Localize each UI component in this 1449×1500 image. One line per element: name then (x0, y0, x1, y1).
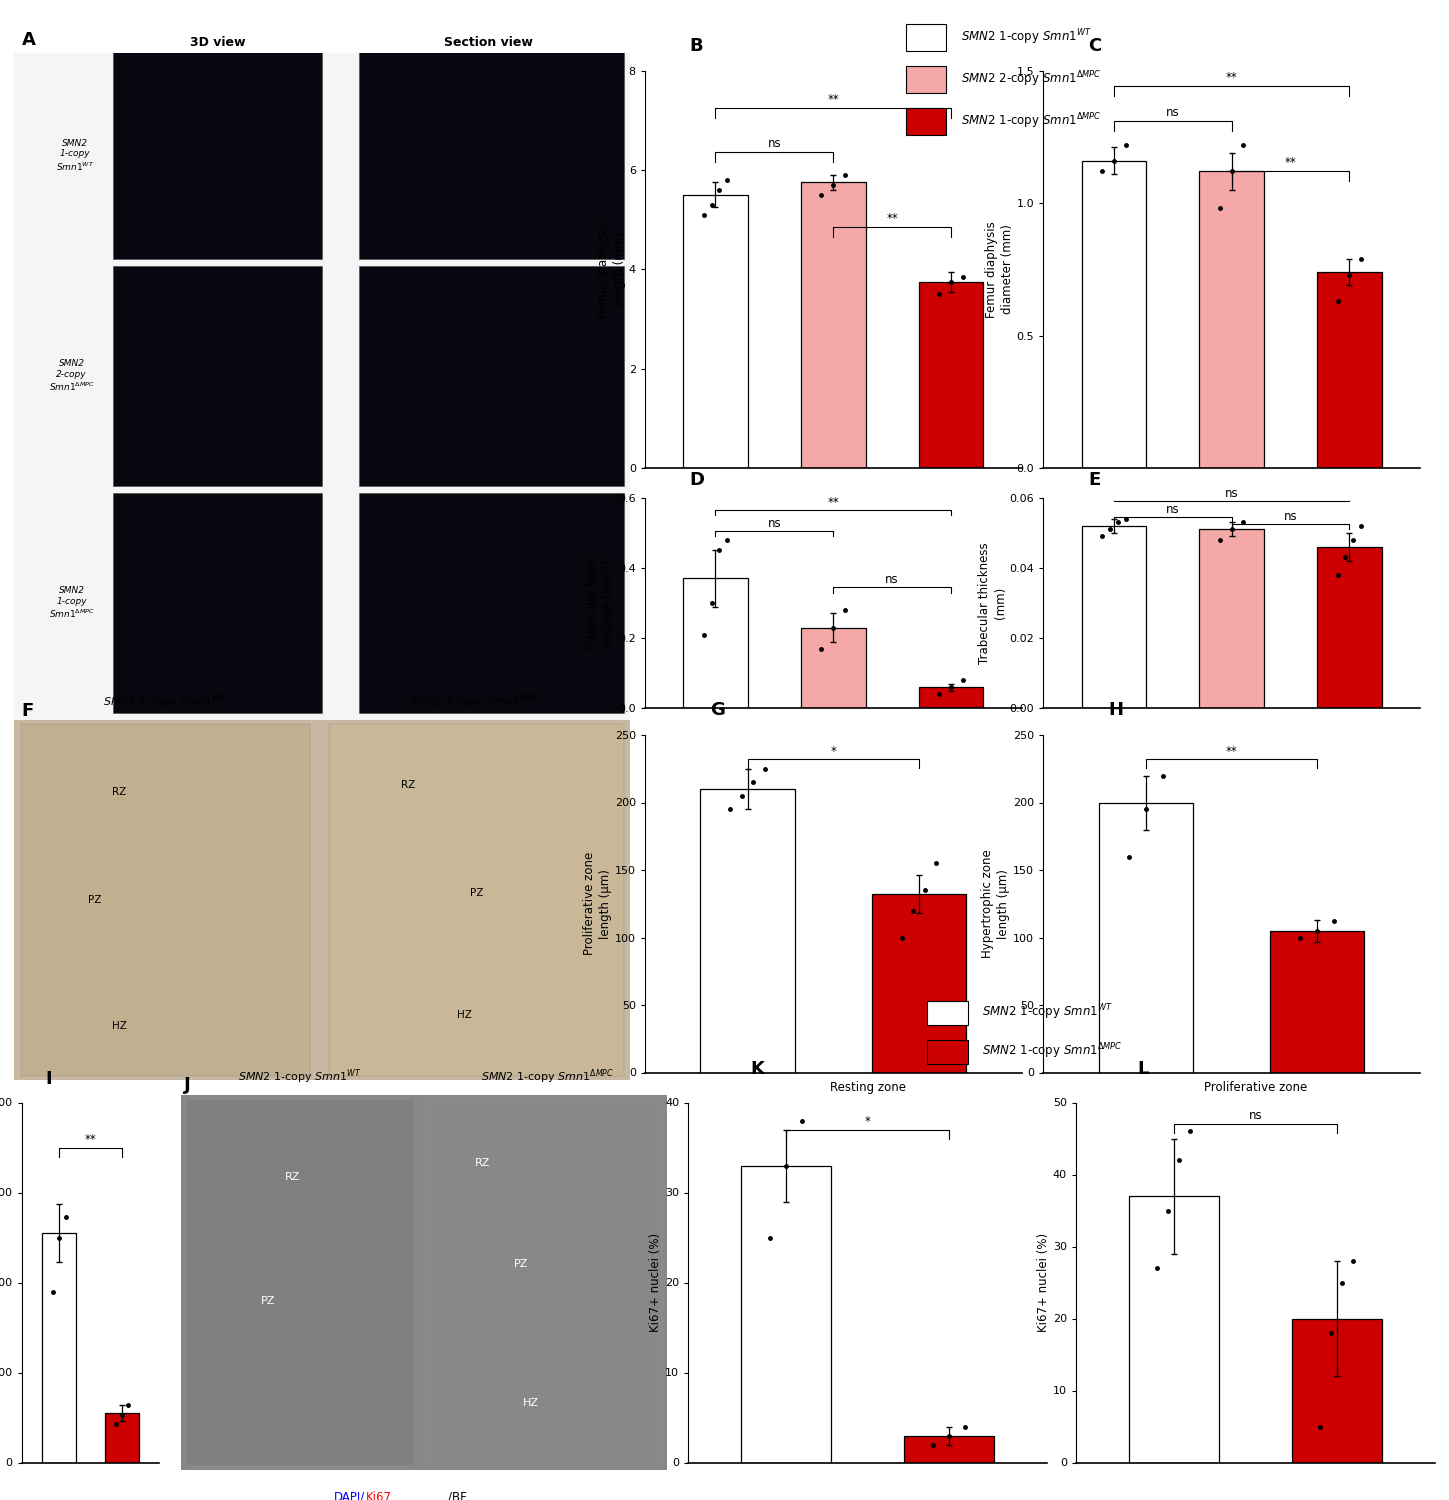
Y-axis label: Ki67+ nuclei (%): Ki67+ nuclei (%) (1037, 1233, 1051, 1332)
Text: ns: ns (1284, 510, 1297, 524)
Text: $\it{SMN2}$ 1-copy $\it{Smn1}$$^{\Delta MPC}$: $\it{SMN2}$ 1-copy $\it{Smn1}$$^{\Delta … (410, 693, 543, 711)
Title: Proliferative zone: Proliferative zone (1204, 1082, 1307, 1095)
Text: **: ** (1226, 744, 1237, 758)
Text: RZ: RZ (285, 1173, 300, 1182)
Text: A: A (22, 32, 36, 50)
Bar (1200, 530, 1264, 708)
Text: K: K (751, 1059, 764, 1077)
Text: SMN2
1-copy
$\it{Smn1}$$^{WT}$: SMN2 1-copy $\it{Smn1}$$^{WT}$ (57, 140, 94, 172)
Text: /BF: /BF (448, 1491, 467, 1500)
Bar (1081, 526, 1146, 708)
Text: HZ: HZ (523, 1398, 539, 1407)
Text: PZ: PZ (88, 896, 101, 904)
Text: 3D view: 3D view (190, 36, 245, 50)
Text: $\it{SMN2}$ 1-copy $\it{Smn1}$$^{\Delta MPC}$: $\it{SMN2}$ 1-copy $\it{Smn1}$$^{\Delta … (982, 1041, 1123, 1062)
Text: $\it{SMN2}$ 1-copy $\it{Smn1}$$^{WT}$: $\it{SMN2}$ 1-copy $\it{Smn1}$$^{WT}$ (103, 693, 227, 711)
Text: B: B (690, 36, 703, 54)
Bar (904, 1436, 994, 1462)
Text: **: ** (887, 211, 898, 225)
Text: ns: ns (768, 518, 781, 530)
Text: ns: ns (1166, 503, 1179, 516)
Bar (919, 282, 984, 468)
Text: Ki67: Ki67 (365, 1491, 391, 1500)
Bar (700, 789, 794, 1072)
Text: D: D (690, 471, 704, 489)
Text: *: * (865, 1114, 871, 1128)
Text: RZ: RZ (474, 1158, 490, 1167)
Bar (42, 1233, 77, 1462)
Text: $\it{SMN2}$ 1-copy $\it{Smn1}$$^{WT}$: $\it{SMN2}$ 1-copy $\it{Smn1}$$^{WT}$ (961, 27, 1091, 48)
Bar (919, 687, 984, 708)
Bar (1317, 272, 1382, 468)
Text: RZ: RZ (112, 788, 126, 796)
Bar (113, 266, 322, 486)
Y-axis label: Hypertrophic zone
length (μm): Hypertrophic zone length (μm) (981, 849, 1010, 958)
Text: HZ: HZ (456, 1010, 471, 1020)
Text: $\it{SMN2}$ 1-copy $\it{Smn1}$$^{\Delta MPC}$: $\it{SMN2}$ 1-copy $\it{Smn1}$$^{\Delta … (961, 111, 1101, 132)
Bar (801, 627, 865, 708)
Bar (104, 1413, 139, 1462)
Bar (1200, 171, 1264, 468)
Y-axis label: Trabecular thickness
(mm): Trabecular thickness (mm) (978, 542, 1007, 664)
Y-axis label: Femur diaphysis
diameter (mm): Femur diaphysis diameter (mm) (985, 220, 1014, 318)
Text: F: F (22, 702, 33, 720)
Text: SMN2
1-copy
$\it{Smn1}$$^{\Delta MPC}$: SMN2 1-copy $\it{Smn1}$$^{\Delta MPC}$ (49, 586, 94, 620)
Bar (1293, 1318, 1381, 1462)
Text: $\it{SMN2}$ 1-copy $\it{Smn1}$$^{\Delta MPC}$: $\it{SMN2}$ 1-copy $\it{Smn1}$$^{\Delta … (481, 1066, 614, 1086)
Text: J: J (184, 1077, 191, 1095)
Bar (1271, 930, 1365, 1072)
Text: ns: ns (768, 138, 781, 150)
Title: Resting zone: Resting zone (830, 1082, 906, 1095)
Bar (1098, 802, 1193, 1072)
Bar (329, 723, 625, 1077)
Text: DAPI/: DAPI/ (335, 1491, 365, 1500)
Text: ns: ns (1224, 486, 1239, 500)
Text: **: ** (827, 93, 839, 106)
Bar (113, 494, 322, 714)
Text: L: L (1137, 1059, 1149, 1077)
Text: E: E (1088, 471, 1100, 489)
Text: $\it{SMN2}$ 1-copy $\it{Smn1}$$^{WT}$: $\it{SMN2}$ 1-copy $\it{Smn1}$$^{WT}$ (238, 1066, 362, 1086)
Text: **: ** (827, 496, 839, 508)
Bar (113, 53, 322, 260)
Bar (185, 1098, 414, 1467)
Text: ns: ns (1249, 1110, 1262, 1122)
Text: ns: ns (885, 573, 898, 586)
Text: PZ: PZ (514, 1258, 527, 1269)
Y-axis label: Trabecular bone
volume (mm³): Trabecular bone volume (mm³) (587, 555, 616, 651)
Text: G: G (710, 700, 724, 718)
Text: SMN2
2-copy
$\it{Smn1}$$^{\Delta MPC}$: SMN2 2-copy $\it{Smn1}$$^{\Delta MPC}$ (49, 360, 94, 393)
Bar (872, 894, 966, 1072)
Text: I: I (45, 1071, 52, 1089)
Bar (20, 723, 310, 1077)
Y-axis label: Femur diaphysis
length (mm): Femur diaphysis length (mm) (597, 220, 626, 318)
Bar (1317, 548, 1382, 708)
Bar (1081, 160, 1146, 468)
Text: RZ: RZ (401, 780, 416, 790)
Y-axis label: Ki67+ nuclei (%): Ki67+ nuclei (%) (649, 1233, 662, 1332)
Text: Section view: Section view (445, 36, 533, 50)
Bar (359, 494, 625, 714)
Text: $\it{SMN2}$ 1-copy $\it{Smn1}$$^{WT}$: $\it{SMN2}$ 1-copy $\it{Smn1}$$^{WT}$ (982, 1002, 1113, 1023)
Y-axis label: Proliferative zone
length (μm): Proliferative zone length (μm) (582, 852, 611, 956)
Bar (1129, 1196, 1219, 1462)
Text: *: * (830, 744, 836, 758)
Bar (682, 579, 748, 708)
Bar (359, 266, 625, 486)
Text: **: ** (84, 1132, 97, 1146)
Text: $\it{SMN2}$ 2-copy $\it{Smn1}$$^{\Delta MPC}$: $\it{SMN2}$ 2-copy $\it{Smn1}$$^{\Delta … (961, 69, 1101, 90)
Text: **: ** (1285, 156, 1297, 170)
Text: **: ** (1226, 72, 1237, 84)
Text: PZ: PZ (261, 1296, 275, 1306)
Text: C: C (1088, 36, 1101, 54)
Text: ns: ns (1166, 106, 1179, 118)
Text: HZ: HZ (112, 1022, 126, 1031)
Bar (682, 195, 748, 468)
Text: PZ: PZ (469, 888, 483, 898)
Bar (801, 183, 865, 468)
Bar (742, 1166, 830, 1462)
Bar (429, 1098, 662, 1467)
Text: H: H (1108, 700, 1123, 718)
Bar (359, 53, 625, 260)
